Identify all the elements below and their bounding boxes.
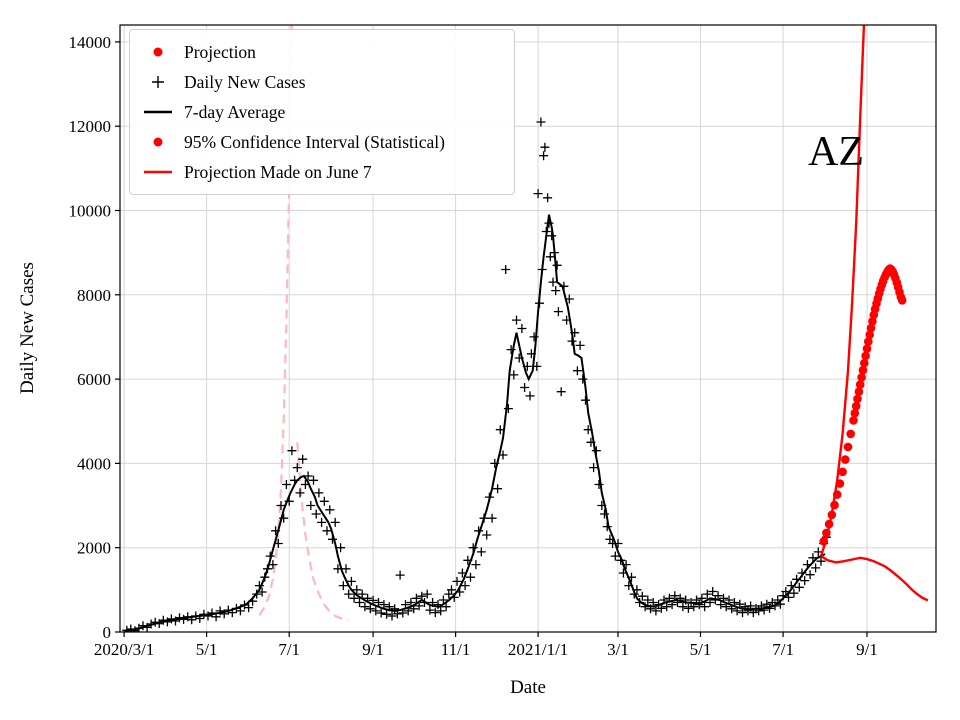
tick-marks: [115, 41, 868, 637]
y-tick-label: 6000: [77, 370, 111, 389]
legend-line-icon: [144, 170, 172, 174]
x-tick-label: 7/1: [772, 640, 794, 659]
legend-line-icon: [144, 110, 172, 114]
state-annotation: AZ: [808, 129, 864, 175]
series-ci-upper-dashed: [258, 25, 293, 616]
y-axis-title: Daily New Cases: [17, 262, 38, 394]
legend-item-2: 7-day Average: [140, 97, 504, 127]
y-tick-label: 8000: [77, 286, 111, 305]
x-tick-label: 7/1: [278, 640, 300, 659]
y-tick-label: 14000: [69, 33, 112, 52]
x-tick-label: 2021/1/1: [508, 640, 568, 659]
x-tick-label: 5/1: [196, 640, 218, 659]
plot-border: [119, 24, 937, 633]
legend-label: 95% Confidence Interval (Statistical): [184, 131, 445, 152]
legend-item-4: Projection Made on June 7: [140, 157, 504, 187]
y-tick-label: 12000: [69, 117, 112, 136]
series-7day-average: [123, 214, 826, 632]
legend-label: Daily New Cases: [184, 71, 306, 92]
x-tick-label: 11/1: [441, 640, 471, 659]
legend-item-3: 95% Confidence Interval (Statistical): [140, 127, 504, 157]
y-tick-label: 2000: [77, 539, 111, 558]
x-tick-label: 9/1: [362, 640, 384, 659]
tick-labels: 2020/3/1 5/1 7/1 9/1 11/1 2021/1/1 3/1 5/1 7/1 9/…: [69, 33, 878, 659]
y-tick-label: 4000: [77, 454, 111, 473]
x-axis-title: Date: [510, 677, 546, 698]
legend-label: Projection Made on June 7: [184, 161, 372, 182]
series-ci-lower-dashed: [296, 442, 349, 621]
legend-box: Projection Daily New Cases 7-day Average 95…: [129, 29, 515, 195]
legend-item-0: Projection: [140, 37, 504, 67]
legend-label: 7-day Average: [184, 101, 286, 122]
series-projection-line-lower: [820, 555, 929, 602]
legend-dot-icon: [153, 137, 163, 147]
legend-plus-icon: [152, 76, 164, 88]
x-tick-label: 3/1: [607, 640, 629, 659]
series-projection-dots: [819, 264, 907, 546]
legend-label: Projection: [184, 41, 256, 62]
x-tick-label: 5/1: [690, 640, 712, 659]
y-tick-label: 10000: [69, 202, 112, 221]
legend-item-1: Daily New Cases: [140, 67, 504, 97]
y-tick-label: 0: [103, 623, 112, 642]
x-tick-label: 9/1: [856, 640, 878, 659]
x-tick-label: 2020/3/1: [94, 640, 154, 659]
legend-dot-icon: [153, 47, 163, 57]
series-daily-new-cases: [122, 117, 831, 632]
